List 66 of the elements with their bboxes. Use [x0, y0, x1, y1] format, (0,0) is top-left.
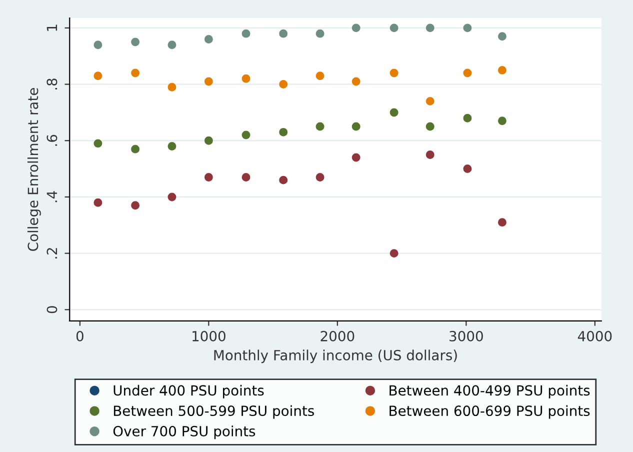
x-tick-label: 0 [76, 330, 84, 342]
point [426, 150, 434, 159]
point [390, 108, 398, 117]
y-tick-label: .8 [46, 78, 58, 90]
y-axis-title: College Enrollment rate [27, 88, 41, 251]
point [352, 24, 360, 32]
point [426, 122, 434, 131]
point [204, 34, 213, 44]
point [352, 77, 360, 86]
point [279, 128, 288, 136]
point [94, 198, 102, 207]
point [242, 173, 250, 182]
y-tick-label: 1 [46, 24, 58, 31]
legend-label: Under 400 PSU points [114, 384, 264, 398]
point [279, 29, 288, 38]
point [498, 116, 506, 126]
point [204, 136, 213, 145]
point [463, 164, 472, 174]
point [426, 24, 434, 32]
y-tick-label: .4 [46, 191, 58, 202]
point [316, 72, 324, 80]
point [168, 192, 176, 202]
legend-label: Between 400-499 PSU points [390, 384, 590, 398]
point [131, 68, 140, 78]
point [204, 173, 213, 182]
point [390, 68, 398, 78]
point [131, 38, 140, 46]
point [352, 153, 360, 162]
point [131, 201, 140, 210]
point [316, 29, 324, 38]
x-tick-label: 4000 [578, 330, 612, 342]
point [463, 68, 472, 78]
point [426, 96, 434, 106]
point [498, 66, 506, 74]
point [242, 74, 250, 83]
x-axis-title: Monthly Family income (US dollars) [214, 350, 457, 364]
y-tick-label: 0 [46, 306, 58, 314]
point [390, 249, 398, 258]
point [352, 122, 360, 131]
y-tick-label: .6 [46, 134, 58, 146]
x-tick-label: 1000 [192, 330, 226, 342]
point [168, 40, 176, 50]
point [131, 144, 140, 154]
point [242, 29, 250, 38]
x-tick-label: 2000 [320, 330, 354, 342]
point [390, 24, 398, 32]
point [463, 24, 472, 32]
y-tick-label: .2 [46, 248, 58, 258]
x-tick-label: 3000 [450, 330, 483, 342]
point [498, 218, 506, 227]
point [279, 176, 288, 184]
point [94, 139, 102, 148]
point [204, 77, 213, 86]
point [168, 142, 176, 150]
point [242, 130, 250, 140]
point [168, 82, 176, 92]
point [94, 40, 102, 50]
legend-label: Between 600-699 PSU points [390, 405, 590, 419]
point [279, 80, 288, 89]
point [316, 122, 324, 131]
point [498, 32, 506, 41]
legend-label: Between 500-599 PSU points [114, 405, 314, 419]
point [94, 72, 102, 80]
point [463, 114, 472, 122]
point [316, 173, 324, 182]
legend-label: Over 700 PSU points [113, 426, 256, 440]
